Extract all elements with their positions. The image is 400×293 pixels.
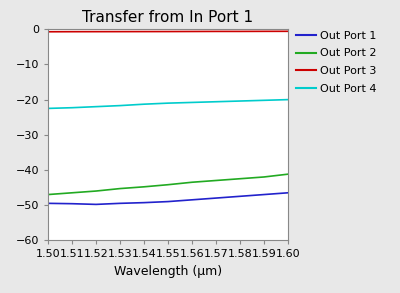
Title: Transfer from In Port 1: Transfer from In Port 1	[82, 10, 254, 25]
X-axis label: Wavelength (μm): Wavelength (μm)	[114, 265, 222, 278]
Legend: Out Port 1, Out Port 2, Out Port 3, Out Port 4: Out Port 1, Out Port 2, Out Port 3, Out …	[296, 31, 377, 94]
